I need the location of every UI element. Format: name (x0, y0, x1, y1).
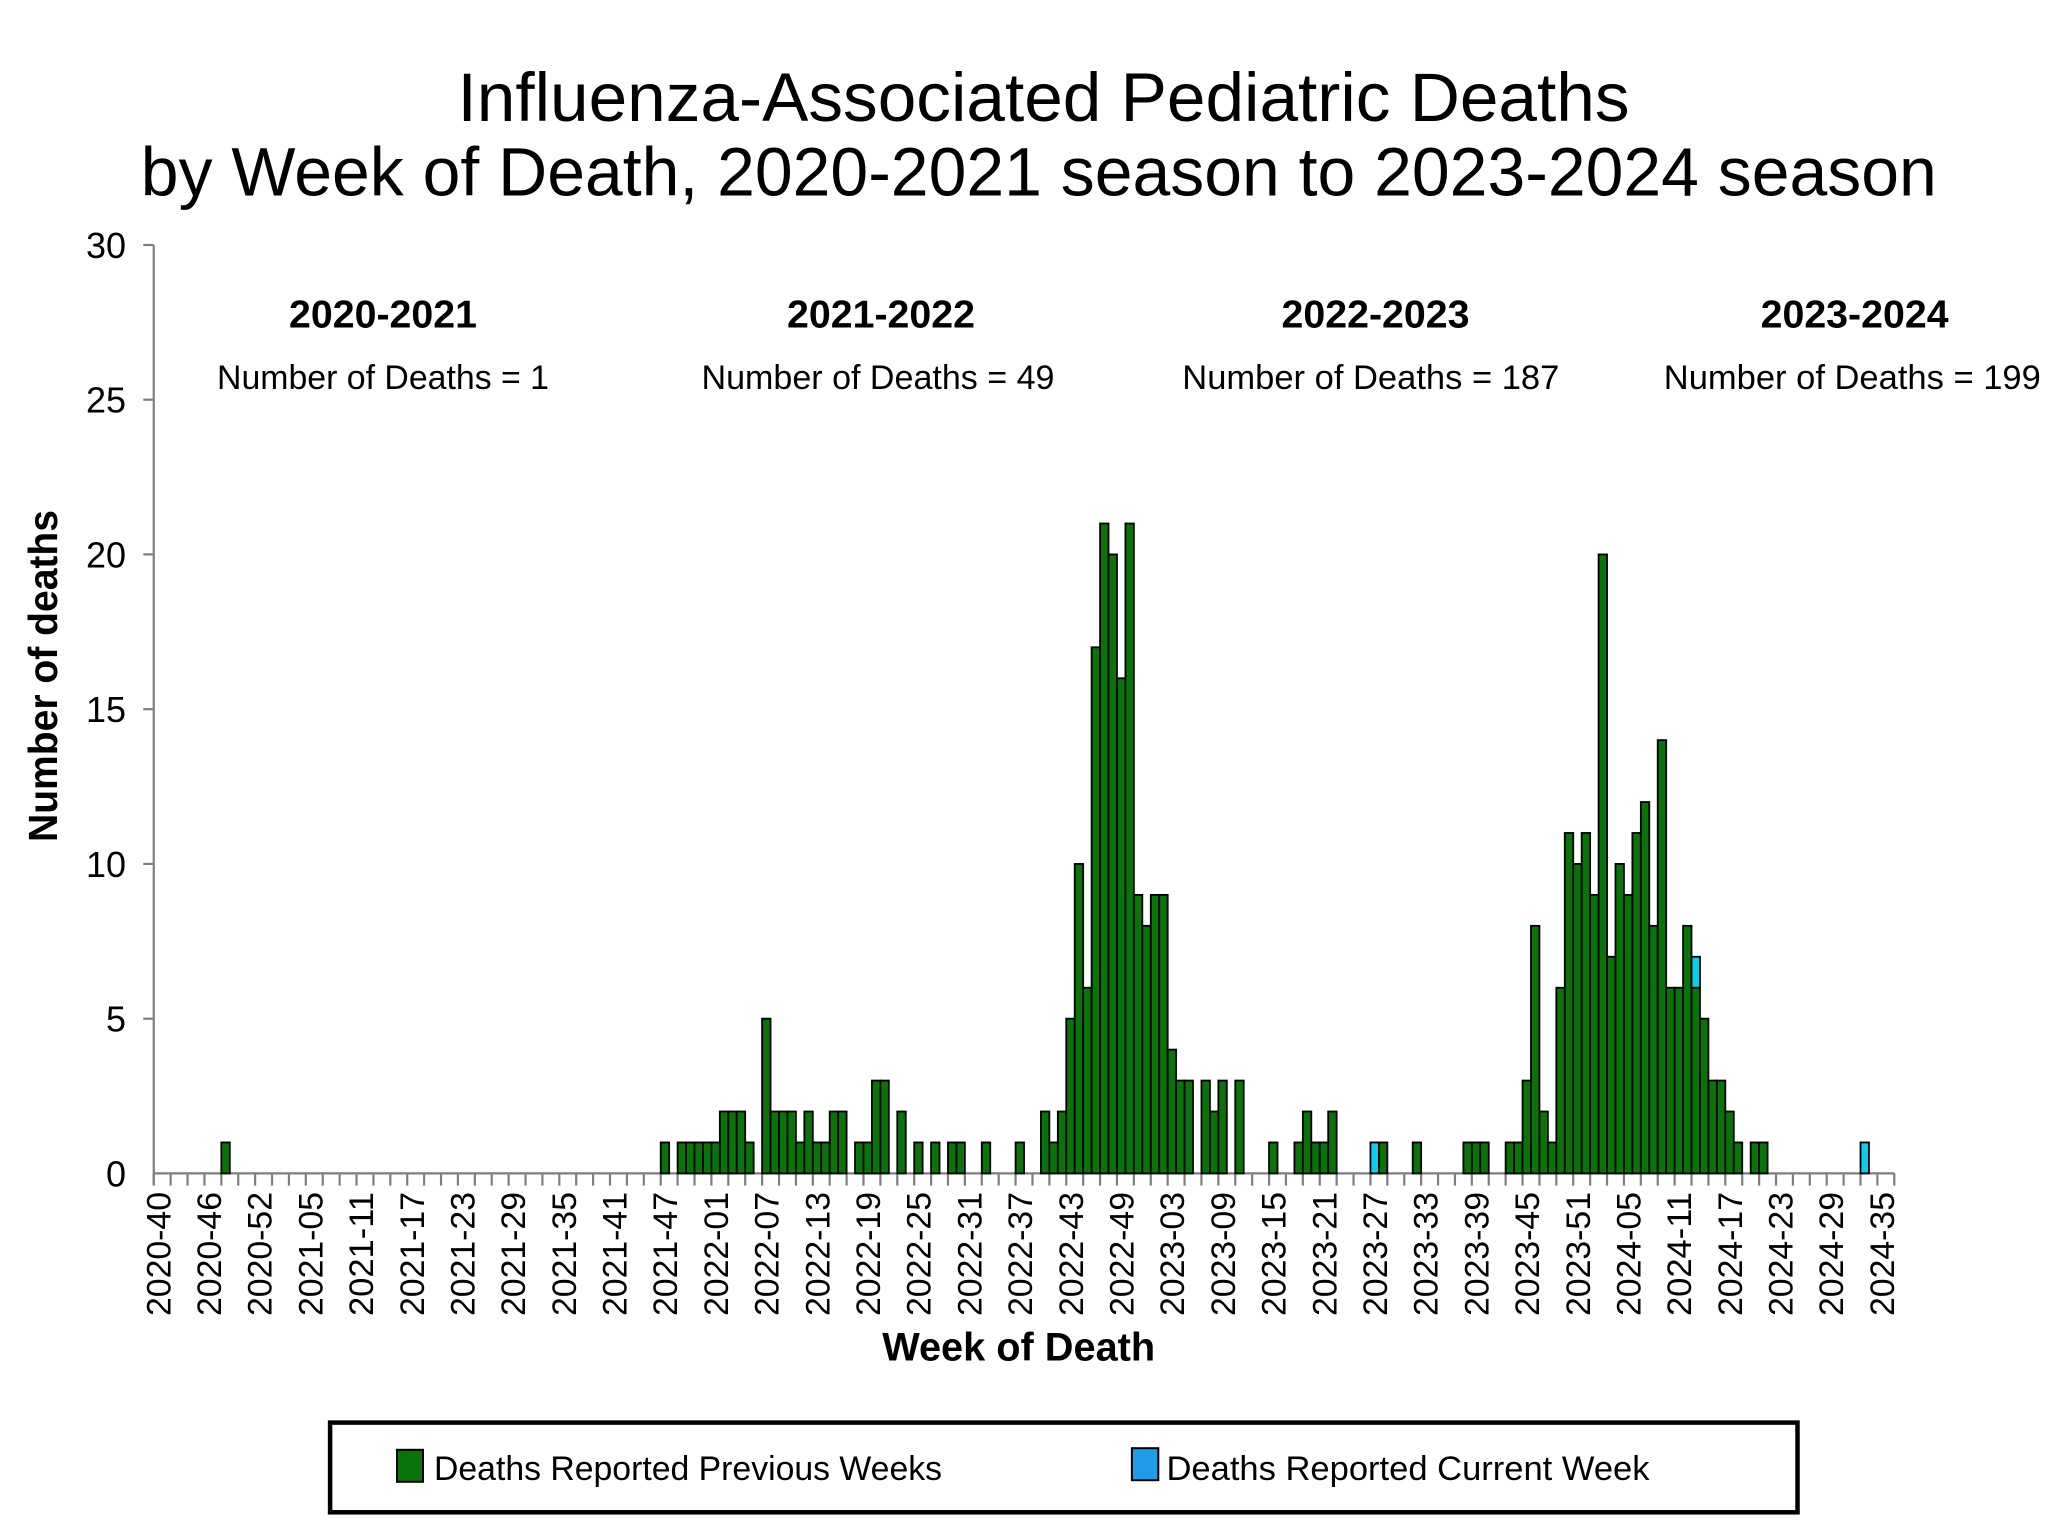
svg-text:2024-05: 2024-05 (1610, 1192, 1648, 1316)
svg-text:2023-15: 2023-15 (1256, 1192, 1294, 1316)
svg-text:20: 20 (86, 534, 126, 575)
svg-text:Deaths Reported Current Week: Deaths Reported Current Week (1167, 1450, 1651, 1488)
svg-text:2024-29: 2024-29 (1813, 1192, 1851, 1316)
svg-text:Deaths Reported Previous Weeks: Deaths Reported Previous Weeks (434, 1450, 942, 1488)
svg-text:2023-45: 2023-45 (1509, 1192, 1547, 1316)
svg-text:Number of Deaths = 199: Number of Deaths = 199 (1664, 359, 2041, 397)
svg-text:2023-27: 2023-27 (1357, 1192, 1395, 1316)
svg-text:2021-23: 2021-23 (444, 1192, 482, 1316)
svg-text:Number of Deaths = 1: Number of Deaths = 1 (217, 359, 549, 397)
svg-text:2022-07: 2022-07 (749, 1192, 787, 1316)
svg-text:2023-39: 2023-39 (1458, 1192, 1496, 1316)
svg-text:2024-35: 2024-35 (1864, 1192, 1902, 1316)
svg-text:2022-43: 2022-43 (1053, 1192, 1091, 1316)
svg-text:2020-2021: 2020-2021 (289, 294, 477, 337)
svg-text:Number of Deaths = 49: Number of Deaths = 49 (702, 359, 1055, 397)
svg-text:2022-37: 2022-37 (1002, 1192, 1040, 1316)
svg-text:30: 30 (86, 225, 126, 266)
svg-text:Week of Death: Week of Death (882, 1325, 1155, 1369)
svg-text:2024-23: 2024-23 (1763, 1192, 1801, 1316)
svg-text:2021-17: 2021-17 (394, 1192, 432, 1316)
svg-text:2022-19: 2022-19 (850, 1192, 888, 1316)
svg-text:2024-11: 2024-11 (1661, 1192, 1699, 1316)
svg-text:2021-29: 2021-29 (495, 1192, 533, 1316)
svg-text:2023-09: 2023-09 (1205, 1192, 1243, 1316)
svg-text:Number of Deaths = 187: Number of Deaths = 187 (1182, 359, 1559, 397)
svg-text:2023-21: 2023-21 (1306, 1192, 1344, 1316)
svg-text:2022-25: 2022-25 (901, 1192, 939, 1316)
svg-text:by Week of Death, 2020-2021 se: by Week of Death, 2020-2021 season to 20… (141, 134, 1937, 211)
svg-text:2023-51: 2023-51 (1560, 1192, 1598, 1316)
svg-text:2022-2023: 2022-2023 (1282, 294, 1470, 337)
svg-text:Number of deaths: Number of deaths (20, 510, 66, 842)
svg-text:2024-17: 2024-17 (1712, 1192, 1750, 1316)
svg-text:2023-33: 2023-33 (1408, 1192, 1446, 1316)
svg-text:2021-11: 2021-11 (343, 1192, 381, 1316)
svg-text:2020-46: 2020-46 (191, 1192, 229, 1316)
svg-text:2020-40: 2020-40 (140, 1192, 178, 1316)
svg-text:0: 0 (106, 1153, 126, 1194)
svg-text:2021-47: 2021-47 (647, 1192, 685, 1316)
svg-text:2021-41: 2021-41 (597, 1192, 635, 1316)
svg-text:2023-2024: 2023-2024 (1761, 294, 1949, 337)
svg-text:10: 10 (86, 844, 126, 885)
svg-text:15: 15 (86, 689, 126, 730)
svg-text:2021-05: 2021-05 (292, 1192, 330, 1316)
svg-text:2021-35: 2021-35 (546, 1192, 584, 1316)
svg-text:5: 5 (106, 999, 126, 1040)
svg-text:Influenza-Associated Pediatric: Influenza-Associated Pediatric Deaths (458, 59, 1630, 136)
svg-text:2021-2022: 2021-2022 (787, 294, 975, 337)
svg-text:25: 25 (86, 380, 126, 421)
svg-text:2022-31: 2022-31 (951, 1192, 989, 1316)
svg-text:2020-52: 2020-52 (242, 1192, 280, 1316)
svg-text:2022-01: 2022-01 (698, 1192, 736, 1316)
svg-text:2022-13: 2022-13 (799, 1192, 837, 1316)
svg-text:2022-49: 2022-49 (1103, 1192, 1141, 1316)
svg-text:2023-03: 2023-03 (1154, 1192, 1192, 1316)
